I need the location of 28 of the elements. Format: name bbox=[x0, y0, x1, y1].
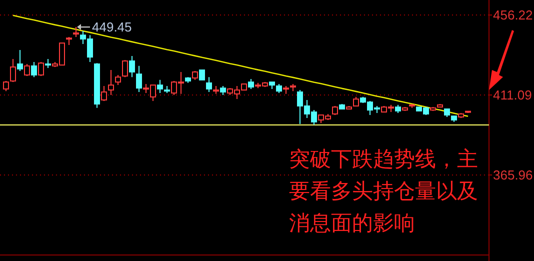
candlestick bbox=[353, 96, 359, 106]
candlestick bbox=[101, 85, 107, 102]
candlestick bbox=[276, 83, 282, 94]
candlestick bbox=[31, 62, 37, 78]
candlestick bbox=[73, 26, 79, 38]
candlestick bbox=[122, 60, 128, 78]
annotation: 449.45 bbox=[92, 20, 132, 35]
candlestick bbox=[45, 58, 51, 69]
candlestick bbox=[38, 62, 44, 77]
candlestick bbox=[199, 69, 205, 80]
y-tick-label: 365.96 bbox=[493, 167, 533, 182]
line-series bbox=[12, 14, 469, 117]
candlestick bbox=[220, 85, 226, 96]
candlestick bbox=[10, 58, 16, 83]
candlestick bbox=[115, 74, 121, 86]
candlestick bbox=[136, 65, 142, 92]
candlestick bbox=[24, 63, 30, 77]
candlestick bbox=[157, 79, 163, 94]
candlestick bbox=[332, 105, 338, 116]
candlestick bbox=[17, 49, 23, 72]
annotation: 突破下跌趋势线，主要看多头持仓量以及消息面的影响 bbox=[289, 147, 478, 235]
candlestick bbox=[3, 80, 9, 92]
candlestick bbox=[129, 55, 135, 78]
y-tick-label: 456.22 bbox=[493, 8, 533, 23]
candlestick bbox=[248, 78, 254, 90]
candlestick bbox=[206, 76, 212, 92]
y-tick-label: 411.09 bbox=[493, 88, 532, 102]
candlestick bbox=[108, 69, 114, 96]
